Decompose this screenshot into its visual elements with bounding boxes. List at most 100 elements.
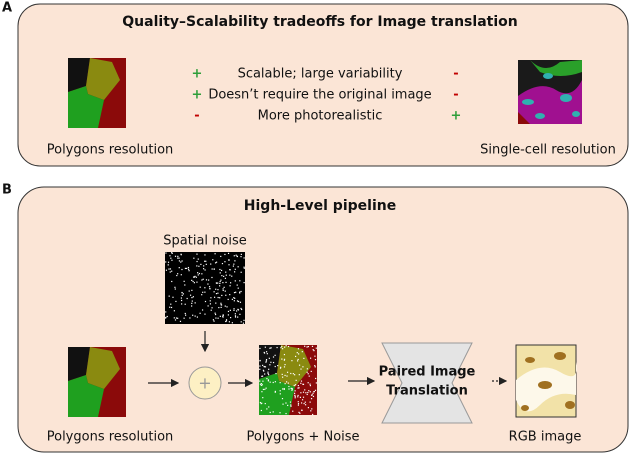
noise-dot bbox=[277, 365, 279, 367]
noise-dot bbox=[268, 406, 270, 408]
noise-dot bbox=[171, 270, 173, 272]
noise-dot bbox=[302, 396, 305, 398]
noise-dot bbox=[290, 372, 292, 375]
noise-dot bbox=[292, 410, 294, 412]
noise-dot bbox=[229, 269, 231, 271]
noise-dot bbox=[232, 265, 234, 267]
noise-dot bbox=[169, 255, 171, 257]
noise-dot bbox=[279, 393, 281, 395]
caption: Single-cell resolution bbox=[480, 143, 616, 158]
noise-dot bbox=[306, 371, 308, 373]
noise-dot bbox=[240, 321, 242, 323]
noise-dot bbox=[169, 306, 171, 308]
noise-dot bbox=[315, 382, 317, 384]
noise-dot bbox=[171, 280, 173, 283]
polygon-image bbox=[68, 58, 126, 128]
noise-dot bbox=[194, 315, 196, 317]
noise-dot bbox=[178, 260, 181, 262]
noise-dot bbox=[214, 312, 216, 314]
noise-dot bbox=[259, 365, 261, 367]
noise-dot bbox=[279, 367, 282, 369]
noise-dot bbox=[234, 268, 236, 270]
noise-dot bbox=[191, 297, 193, 299]
noise-dot bbox=[314, 358, 317, 361]
noise-dot bbox=[292, 373, 294, 375]
noise-dot bbox=[311, 345, 314, 347]
noise-dot bbox=[222, 282, 224, 284]
noise-dot bbox=[262, 369, 265, 371]
noise-dot bbox=[165, 316, 167, 319]
noise-dot bbox=[280, 366, 282, 368]
noise-dot bbox=[223, 286, 225, 288]
noise-dot bbox=[283, 366, 286, 368]
noise-dot bbox=[199, 286, 201, 288]
noise-dot bbox=[279, 382, 281, 384]
noise-dot bbox=[305, 404, 307, 406]
noise-dot bbox=[303, 402, 305, 405]
panel-label: B bbox=[2, 183, 12, 198]
noise-dot bbox=[243, 266, 245, 268]
noise-dot bbox=[212, 259, 214, 261]
noise-dot bbox=[193, 282, 195, 284]
noise-dot bbox=[265, 361, 267, 363]
noise-dot bbox=[269, 364, 271, 366]
noise-dot bbox=[315, 347, 317, 349]
noise-dot bbox=[282, 403, 284, 405]
noise-dot bbox=[229, 285, 231, 287]
noise-dot bbox=[198, 265, 200, 267]
noise-dot bbox=[170, 306, 173, 309]
noise-dot bbox=[230, 282, 232, 284]
noise-dot bbox=[187, 266, 190, 269]
noise-dot bbox=[208, 286, 211, 288]
noise-dot bbox=[297, 358, 299, 361]
noise-dot bbox=[268, 374, 270, 376]
noise-dot bbox=[310, 370, 312, 373]
noise-dot bbox=[297, 394, 299, 397]
noise-dot bbox=[263, 370, 265, 372]
noise-dot bbox=[198, 272, 201, 275]
noise-dot bbox=[299, 412, 301, 414]
noise-dot bbox=[239, 313, 241, 315]
noise-dot bbox=[302, 366, 304, 368]
noise-dot bbox=[171, 252, 173, 254]
noise-dot bbox=[180, 253, 182, 255]
noise-dot bbox=[285, 402, 287, 404]
noise-dot bbox=[233, 263, 235, 265]
noise-dot bbox=[234, 316, 237, 318]
noise-dot bbox=[182, 293, 184, 295]
noise-dot bbox=[259, 347, 261, 350]
noise-dot bbox=[236, 310, 238, 312]
noise-dot bbox=[197, 258, 199, 260]
noise-dot bbox=[189, 317, 191, 319]
noise-dot bbox=[227, 252, 230, 255]
model-shape bbox=[381, 342, 473, 424]
noise-dot bbox=[297, 387, 299, 389]
noise-dot bbox=[281, 373, 283, 375]
noise-dot bbox=[168, 268, 170, 270]
noise-dot bbox=[231, 298, 233, 300]
noise-dot bbox=[174, 319, 177, 321]
noise-dot bbox=[290, 387, 292, 389]
noise-dot bbox=[191, 302, 193, 304]
noise-dot bbox=[307, 345, 309, 348]
tradeoff-text: Scalable; large variability bbox=[238, 67, 403, 82]
noise-dot bbox=[279, 412, 281, 414]
noise-dot bbox=[297, 348, 300, 350]
noise-dot bbox=[302, 383, 305, 385]
noise-dot bbox=[267, 371, 269, 373]
noise-dot bbox=[184, 284, 186, 286]
noise-dot bbox=[225, 294, 227, 296]
noise-dot bbox=[309, 401, 311, 403]
noise-dot bbox=[270, 347, 272, 349]
noise-dot bbox=[265, 360, 268, 362]
noise-dot bbox=[171, 259, 173, 261]
noise-dot bbox=[285, 345, 287, 347]
noise-dot bbox=[269, 381, 271, 383]
noise-dot bbox=[192, 276, 195, 278]
noise-dot bbox=[167, 261, 170, 263]
noise-dot bbox=[261, 375, 263, 377]
noise-dot bbox=[242, 322, 245, 324]
noise-dot bbox=[174, 286, 176, 288]
noise-dot bbox=[197, 274, 199, 276]
noise-dot bbox=[210, 309, 212, 311]
